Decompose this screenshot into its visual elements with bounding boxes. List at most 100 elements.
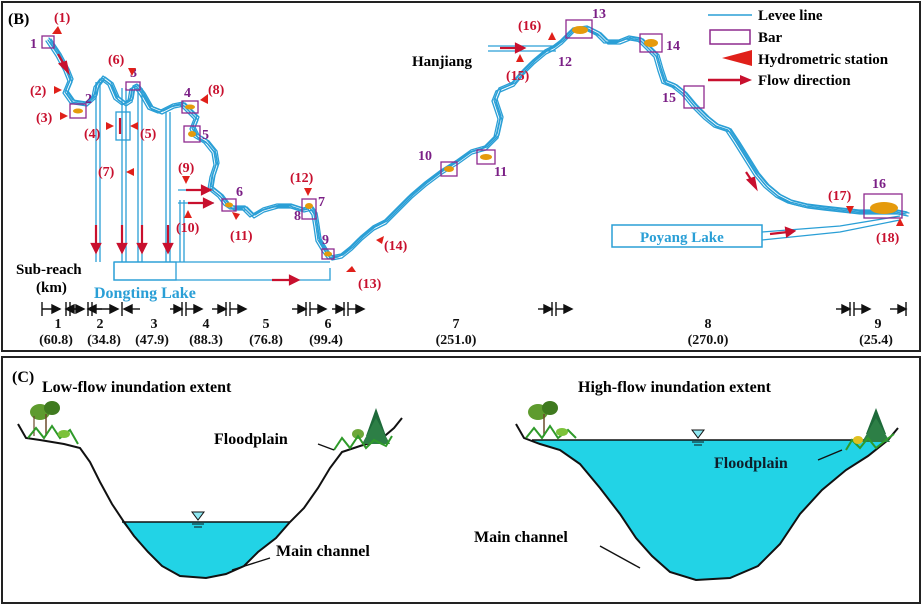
bar-box-1 bbox=[41, 35, 55, 49]
legend-levee-line-label: Levee line bbox=[758, 8, 823, 24]
station-label-10: (10) bbox=[176, 221, 200, 236]
high-flow-vegetation-right-icon bbox=[845, 408, 895, 451]
station-label-8: (8) bbox=[208, 83, 225, 98]
bar-label-11: 11 bbox=[494, 165, 507, 180]
low-flow-main-channel-label: Main channel bbox=[276, 543, 370, 560]
sub-reach-length-3: (47.9) bbox=[135, 333, 169, 348]
high-flow-water bbox=[532, 440, 888, 580]
station-label-6: (6) bbox=[108, 53, 125, 68]
bar-box-5 bbox=[183, 125, 201, 143]
low-flow-water-level-icon bbox=[191, 511, 205, 521]
station-labels: (1) (2) (3) (4) (5) (6) (7) (8) (9) (10)… bbox=[30, 11, 900, 292]
high-flow-water-level-icon bbox=[691, 429, 705, 439]
bar-label-3: 3 bbox=[130, 66, 137, 81]
legend: Levee line Bar Hydrometric station Flow … bbox=[708, 8, 889, 89]
legend-bar-swatch bbox=[709, 29, 751, 45]
bar-label-16: 16 bbox=[872, 177, 886, 192]
bar-box-9 bbox=[321, 248, 335, 260]
legend-bar-label: Bar bbox=[758, 30, 783, 46]
high-flow-ground-profile bbox=[515, 423, 899, 582]
low-flow-floodplain-label: Floodplain bbox=[214, 431, 288, 448]
hanjiang-label: Hanjiang bbox=[412, 54, 473, 70]
sub-reach-id-2: 2 bbox=[97, 317, 104, 332]
station-label-9: (9) bbox=[178, 161, 195, 176]
legend-station-icon bbox=[722, 50, 752, 66]
bar-box-15 bbox=[683, 85, 705, 109]
bar-label-2: 2 bbox=[85, 92, 92, 107]
sub-reach-id-7: 7 bbox=[453, 317, 460, 332]
low-flow-vegetation-right-icon bbox=[333, 408, 393, 451]
sub-reach-labels: 1 (60.8) 2 (34.8) 3 (47.9) 4 (88.3) 5 (7… bbox=[39, 317, 893, 348]
sub-reach-length-7: (251.0) bbox=[436, 333, 477, 348]
station-label-1: (1) bbox=[54, 11, 71, 26]
bar-labels: 1 2 3 4 5 6 7 8 9 10 11 12 13 14 15 16 bbox=[30, 7, 886, 248]
bar-label-7: 7 bbox=[318, 195, 325, 210]
station-label-5: (5) bbox=[140, 127, 157, 142]
bar-box-13 bbox=[565, 19, 593, 39]
low-flow-cross-section: Low-flow inundation extent Floodplain Ma… bbox=[17, 379, 403, 580]
dongting-lake-label: Dongting Lake bbox=[94, 285, 196, 302]
station-label-18: (18) bbox=[876, 231, 900, 246]
bar-label-9: 9 bbox=[322, 233, 329, 248]
bar-box-2 bbox=[69, 103, 87, 119]
station-label-11: (11) bbox=[230, 229, 253, 244]
bar-label-4: 4 bbox=[184, 86, 191, 101]
sand-bars bbox=[41, 19, 903, 260]
bar-box-11 bbox=[476, 149, 496, 165]
low-flow-ground-profile bbox=[17, 417, 403, 580]
bar-label-13: 13 bbox=[592, 7, 606, 22]
sub-reach-length-1: (60.8) bbox=[39, 333, 73, 348]
sub-reach-length-2: (34.8) bbox=[87, 333, 121, 348]
sub-reach-id-5: 5 bbox=[263, 317, 270, 332]
poyang-lake-box bbox=[611, 224, 763, 248]
panel-c-label: (C) bbox=[12, 369, 34, 386]
poyang-lake-label: Poyang Lake bbox=[640, 230, 724, 246]
bar-label-14: 14 bbox=[666, 39, 680, 54]
bar-box-10 bbox=[440, 161, 458, 177]
low-flow-water bbox=[122, 522, 290, 578]
panel-b-label: (B) bbox=[8, 11, 29, 28]
station-label-14: (14) bbox=[384, 239, 408, 254]
sub-reach-unit: (km) bbox=[36, 280, 67, 296]
station-label-15: (15) bbox=[506, 69, 530, 84]
low-flow-title: Low-flow inundation extent bbox=[42, 379, 232, 396]
bar-label-6: 6 bbox=[236, 185, 243, 200]
panel-c-frame bbox=[1, 356, 921, 604]
bar-box-6 bbox=[221, 198, 237, 212]
station-label-12: (12) bbox=[290, 171, 314, 186]
bar-label-1: 1 bbox=[30, 37, 37, 52]
bar-box-16 bbox=[863, 193, 903, 219]
flow-arrows bbox=[57, 42, 797, 286]
sub-reach-length-5: (76.8) bbox=[249, 333, 283, 348]
sub-reach-id-6: 6 bbox=[325, 317, 332, 332]
bar-box-14 bbox=[639, 33, 663, 53]
sub-reach-length-4: (88.3) bbox=[189, 333, 223, 348]
sub-reach-id-9: 9 bbox=[875, 317, 882, 332]
bar-box-3 bbox=[125, 81, 141, 91]
bar-box-4 bbox=[181, 100, 199, 114]
bar-box-7 bbox=[301, 198, 317, 220]
high-flow-floodplain-label: Floodplain bbox=[714, 455, 788, 472]
high-flow-vegetation-left-icon bbox=[525, 401, 577, 440]
sub-reach-title: Sub-reach bbox=[16, 262, 82, 278]
sub-reach-id-4: 4 bbox=[203, 317, 210, 332]
station-label-2: (2) bbox=[30, 84, 47, 99]
station-label-7: (7) bbox=[98, 165, 115, 180]
sub-reach-length-6: (99.4) bbox=[309, 333, 343, 348]
high-flow-main-channel-label: Main channel bbox=[474, 529, 568, 546]
sub-reach-id-3: 3 bbox=[151, 317, 158, 332]
station-label-16: (16) bbox=[518, 19, 542, 34]
station-label-17: (17) bbox=[828, 189, 852, 204]
sub-reach-length-8: (270.0) bbox=[688, 333, 729, 348]
legend-flow-label: Flow direction bbox=[758, 73, 851, 89]
bar-label-10: 10 bbox=[418, 149, 432, 164]
station-label-13: (13) bbox=[358, 277, 382, 292]
bar-label-15: 15 bbox=[662, 91, 676, 106]
legend-station-label: Hydrometric station bbox=[758, 52, 889, 68]
low-flow-vegetation-left-icon bbox=[27, 401, 79, 445]
sub-reach-id-8: 8 bbox=[705, 317, 712, 332]
legend-flow-arrowhead-icon bbox=[740, 75, 752, 85]
sub-reach-length-9: (25.4) bbox=[859, 333, 893, 348]
station-label-4: (4) bbox=[84, 127, 101, 142]
